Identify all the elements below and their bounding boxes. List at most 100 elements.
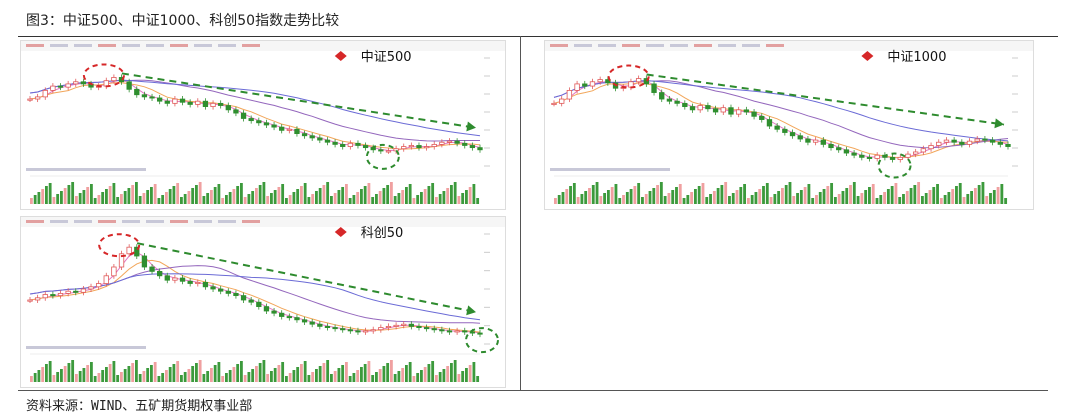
volume-bar <box>135 182 138 204</box>
volume-bar <box>285 198 288 204</box>
volume-bar <box>777 191 781 204</box>
volume-bar <box>243 197 247 204</box>
volume-bar <box>78 193 82 204</box>
volume-bar <box>599 196 603 204</box>
volume-bar <box>363 186 367 204</box>
volume-bar <box>603 193 607 204</box>
volume-bar <box>671 190 675 204</box>
legend-marker-icon <box>334 51 347 61</box>
header-info-text <box>146 44 164 47</box>
downtrend-arrowhead <box>994 118 1004 129</box>
volume-bar <box>108 364 112 382</box>
candle-body <box>774 125 780 130</box>
volume-bar <box>431 361 435 382</box>
candle-body <box>659 92 665 100</box>
volume-bar <box>33 195 37 204</box>
volume-bar <box>165 192 168 204</box>
candle-body <box>309 135 315 139</box>
volume-bar <box>572 183 576 204</box>
volume-bar <box>150 365 153 382</box>
trough-circle <box>877 152 912 179</box>
volume-bar <box>728 196 731 204</box>
volume-bar <box>146 368 150 382</box>
candle-body <box>439 329 445 332</box>
chart-frame <box>20 40 506 210</box>
volume-bar <box>300 364 303 382</box>
chart-zz500: 中证500 <box>20 40 506 210</box>
candle-body <box>88 286 94 290</box>
volume-bar <box>311 194 315 204</box>
volume-bar <box>356 192 360 204</box>
header-info-text <box>242 44 260 47</box>
candle-body <box>324 139 331 143</box>
candle-body <box>928 145 934 150</box>
volume-bar <box>595 182 599 204</box>
volume-bar <box>41 189 45 204</box>
volume-bar <box>924 193 928 204</box>
volume-bar <box>397 371 401 382</box>
candle-body <box>164 275 170 281</box>
volume-bar <box>920 196 924 204</box>
volume-bar <box>63 188 67 204</box>
header-info-text <box>170 220 188 223</box>
volume-bar <box>667 193 671 204</box>
volume-bar <box>56 194 60 204</box>
volume-bar <box>902 194 905 204</box>
figure-title: 图3：中证500、中证1000、科创50指数走势比较 <box>26 13 340 29</box>
volume-bar <box>225 373 228 382</box>
volume-bar <box>187 191 191 204</box>
volume-bar <box>375 194 378 204</box>
candle-body <box>689 106 696 111</box>
candle-body <box>179 98 186 103</box>
candle-body <box>195 100 201 105</box>
downtrend-arrowhead <box>466 121 476 132</box>
volume-bar <box>427 364 431 382</box>
volume-bar <box>833 197 837 204</box>
volume-bar <box>311 372 315 382</box>
volume-bar <box>221 198 225 204</box>
volume-bar <box>648 191 652 204</box>
volume-bar <box>180 375 183 382</box>
candle-body <box>828 144 834 149</box>
candle-body <box>233 293 239 297</box>
volume-bar <box>656 185 659 204</box>
legend-marker-icon <box>861 51 874 61</box>
volume-bar <box>63 366 67 382</box>
candle-body <box>65 290 71 294</box>
volume-bar <box>251 369 255 382</box>
volume-bar <box>247 372 251 382</box>
volume-bar <box>465 190 468 204</box>
candle-body <box>149 266 155 272</box>
volume-bar <box>1000 184 1004 204</box>
volume-bar <box>48 361 52 382</box>
volume-bar <box>255 366 258 382</box>
volume-bar <box>86 187 90 204</box>
volume-bar <box>60 369 63 382</box>
candle-body <box>966 140 973 145</box>
candle-body <box>187 280 193 284</box>
candle-body <box>294 128 300 134</box>
candle-body <box>164 100 170 104</box>
volume-info-text <box>550 168 670 171</box>
volume-bar <box>420 192 423 204</box>
volume-bar <box>210 368 213 382</box>
candle-body <box>423 146 430 149</box>
volume-bar <box>435 375 438 382</box>
candle-body <box>50 85 56 91</box>
volume-bar <box>341 187 345 204</box>
volume-bar <box>277 365 281 382</box>
header-info-text <box>194 220 212 223</box>
candle-body <box>73 81 79 85</box>
volume-bar <box>446 188 450 204</box>
candle-body <box>80 288 87 293</box>
volume-bar <box>101 192 105 204</box>
candle-body <box>959 141 965 145</box>
candle-body <box>103 275 109 284</box>
trough-circle <box>465 327 499 354</box>
candle-body <box>951 139 957 143</box>
volume-bar <box>281 362 285 382</box>
candle-body <box>225 290 231 294</box>
candle-body <box>401 323 407 326</box>
volume-bar <box>75 196 78 204</box>
candle-body <box>362 145 369 149</box>
